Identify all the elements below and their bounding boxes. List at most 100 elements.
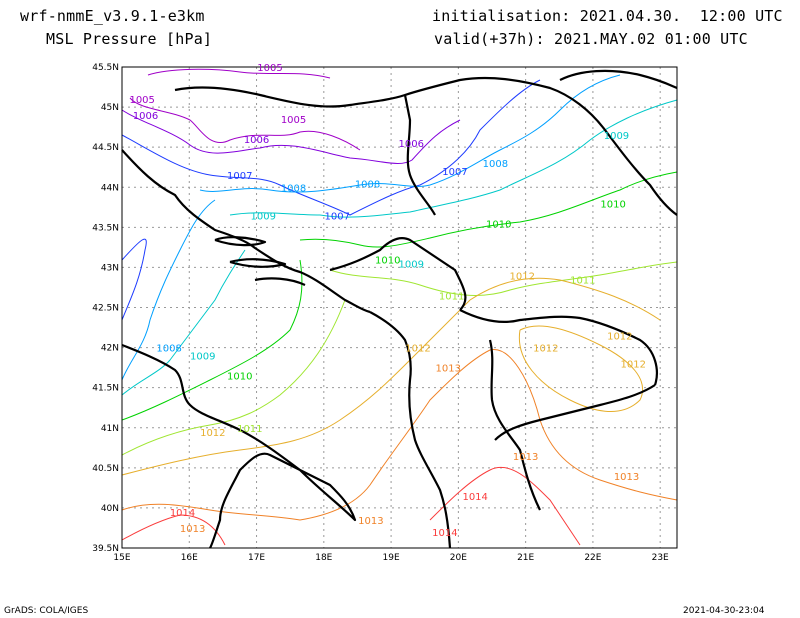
isobar-label: 1007 [325,211,350,222]
isobar-label: 1008 [156,344,181,355]
isobar-label: 1010 [486,219,511,230]
border-albania-macedonia [488,339,541,511]
lat-tick-label: 45.5N [92,63,119,73]
isobar-1007 [121,79,541,216]
lat-tick-label: 45N [101,103,119,113]
isobar-label: 1007 [227,171,252,182]
lat-tick-label: 39.5N [92,544,119,554]
isobar-label: 1013 [358,516,383,527]
border-romania-bulgaria [559,69,678,90]
valid-time: valid(+37h): 2021.MAY.02 01:00 UTC [434,30,748,48]
lat-tick-label: 44.5N [92,143,119,153]
isobar-label: 1009 [190,352,215,363]
isobar-label: 1013 [513,452,538,463]
isobar-1005 [129,68,361,151]
isobar-label: 1011 [237,424,262,435]
lat-tick-label: 42.5N [92,304,119,314]
coast-adriatic-east [121,149,371,314]
lon-tick-label: 20E [450,553,467,563]
contour-labels: 1005 1005 1006 1005 1006 1006 1007 1008 1008 1007… [129,63,646,539]
grads-credit: GrADS: COLA/IGES [4,606,89,616]
island-korcula [254,277,306,286]
isobar-contours [121,68,678,546]
isobar-1011-south [121,299,346,456]
isobar-label: 1010 [227,372,252,383]
lon-tick-label: 21E [517,553,534,563]
lat-tick-label: 40.5N [92,464,119,474]
isobar-label: 1007 [442,167,467,178]
isobar-label: 1005 [281,115,306,126]
isobar-label: 1008 [355,179,380,190]
lon-tick-label: 23E [652,553,669,563]
isobar-label: 1013 [180,524,205,535]
isobar-1008-south [121,199,216,381]
isobar-label: 1008 [483,159,508,170]
map-frame [121,66,678,549]
axis-tick-labels: 15E 16E 17E 18E 19E 20E 21E 22E 23E 45.5N 45N 44.5N… [92,63,669,563]
isobar-label: 1008 [281,183,306,194]
isobar-1011 [329,261,678,296]
isobar-label: 1014 [170,508,195,519]
isobar-label: 1010 [600,199,625,210]
isobar-1012-loop [518,325,644,413]
lon-tick-label: 17E [248,553,265,563]
isobar-label: 1012 [200,428,225,439]
lat-tick-label: 42N [101,344,119,354]
init-time: initialisation: 2021.04.30. 12:00 UTC [432,7,783,25]
isobar-label: 1009 [604,131,629,142]
coastlines-borders [121,69,678,549]
isobar-1008 [199,74,621,193]
field-title: MSL Pressure [hPa] [46,30,213,48]
border-greece-north [494,384,656,441]
isobar-1007-south [121,238,147,321]
lon-tick-label: 15E [113,553,130,563]
isobar-label: 1014 [462,492,487,503]
isobar-1010 [299,171,678,248]
lon-tick-label: 19E [383,553,400,563]
lon-tick-label: 18E [315,553,332,563]
render-timestamp: 2021-04-30-23:04 [683,606,765,616]
isobar-1006 [121,109,461,164]
island-hvar [229,258,287,268]
lat-tick-label: 43N [101,263,119,273]
isobar-1009 [229,99,678,218]
isobar-1014 [121,466,581,546]
isobar-label: 1012 [621,360,646,371]
island-brac [214,236,267,247]
model-title: wrf-nmmE_v3.9.1-e3km [20,7,205,25]
coast-albania [369,311,452,549]
lat-tick-label: 41N [101,424,119,434]
isobar-label: 1012 [533,344,558,355]
lat-tick-label: 44N [101,183,119,193]
border-bih-serbia [174,86,436,216]
isobar-label: 1011 [570,275,595,286]
coast-italy [121,343,357,549]
border-kosovo-macedonia [459,309,658,386]
isobar-label: 1011 [439,291,464,302]
isobar-label: 1012 [607,332,632,343]
isobar-1010-south [121,259,303,421]
isobar-label: 1006 [244,135,269,146]
isobar-label: 1012 [510,271,535,282]
border-serbia-east [404,76,678,216]
lat-tick-label: 40N [101,504,119,514]
lon-tick-label: 22E [584,553,601,563]
border-montenegro [329,236,467,311]
isobar-label: 1013 [436,364,461,375]
isobar-label: 1009 [251,211,276,222]
isobar-1009-south [121,249,246,396]
isobar-label: 1010 [375,255,400,266]
lat-tick-label: 41.5N [92,384,119,394]
isobar-label: 1005 [257,63,282,74]
isobar-label: 1006 [133,111,158,122]
isobar-label: 1006 [399,139,424,150]
isobar-label: 1005 [129,95,154,106]
isobar-label: 1013 [614,472,639,483]
isobar-label: 1012 [405,344,430,355]
isobar-1013 [121,349,678,521]
lon-tick-label: 16E [181,553,198,563]
isobar-label: 1009 [399,259,424,270]
lat-tick-label: 43.5N [92,223,119,233]
isobar-label: 1014 [432,528,457,539]
